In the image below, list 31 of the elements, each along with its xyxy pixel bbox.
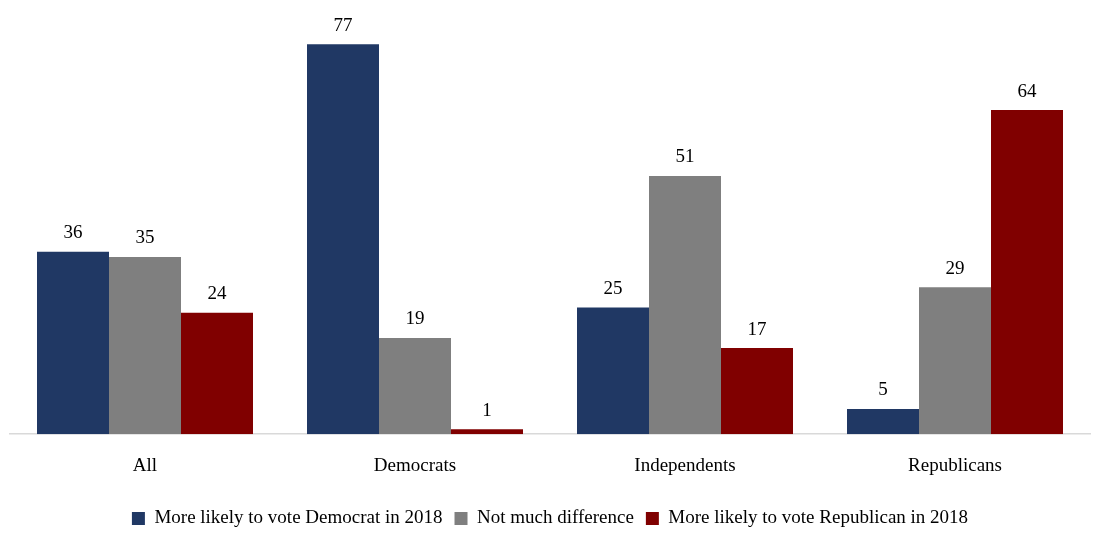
data-label: 25 [603, 277, 623, 299]
bar [307, 44, 379, 435]
legend-label: More likely to vote Democrat in 2018 [154, 506, 443, 528]
bar [379, 337, 451, 435]
data-label: 64 [1017, 79, 1037, 101]
bar [451, 429, 523, 435]
bar [181, 312, 253, 435]
bar [109, 256, 181, 435]
data-label: 36 [63, 221, 83, 243]
data-label: 17 [747, 317, 767, 339]
bar [721, 348, 793, 435]
data-label: 24 [207, 282, 227, 304]
x-tick-label: Republicans [908, 453, 1002, 475]
bar [847, 408, 919, 435]
legend-label: Not much difference [477, 506, 634, 528]
data-label: 35 [135, 226, 155, 248]
x-tick-label: All [132, 453, 158, 475]
data-label: 77 [333, 13, 353, 35]
data-label: 51 [675, 145, 695, 167]
bar [649, 175, 721, 435]
bar [37, 251, 109, 435]
bar [919, 287, 991, 435]
x-tick-label: Democrats [373, 453, 457, 475]
legend-label: More likely to vote Republican in 2018 [668, 506, 969, 528]
data-label: 1 [482, 398, 492, 420]
data-label: 19 [405, 307, 425, 329]
data-label: 5 [878, 378, 888, 400]
bar [991, 110, 1063, 435]
data-label: 29 [945, 256, 965, 278]
bar [577, 307, 649, 435]
x-tick-label: Independents [634, 453, 736, 475]
